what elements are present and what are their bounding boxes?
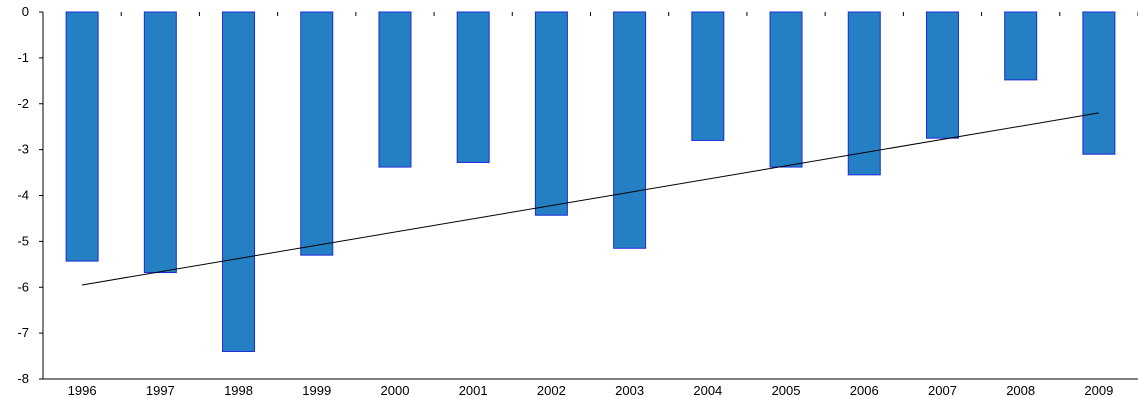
bars <box>65 11 1116 352</box>
x-tick-label: 2000 <box>381 383 410 398</box>
bar-2001 <box>456 11 490 163</box>
x-tick-label: 1997 <box>146 383 175 398</box>
x-tick-label: 2003 <box>615 383 644 398</box>
bar-2005 <box>769 11 803 168</box>
bar-2008 <box>1004 11 1038 81</box>
x-tick-label: 2004 <box>693 383 722 398</box>
bar-2009 <box>1082 11 1116 155</box>
x-tick-label: 2007 <box>928 383 957 398</box>
y-tick-label: -4 <box>17 188 29 203</box>
bar-2002 <box>534 11 568 216</box>
x-tick-label: 2001 <box>459 383 488 398</box>
y-tick-label: -3 <box>17 142 29 157</box>
bar-2003 <box>613 11 647 249</box>
x-tick-label: 2002 <box>537 383 566 398</box>
y-tick-label: -8 <box>17 371 29 386</box>
bar-1998 <box>222 11 256 352</box>
x-tick-label: 2006 <box>850 383 879 398</box>
x-tick-label: 2008 <box>1006 383 1035 398</box>
bar-2006 <box>847 11 881 176</box>
y-axis: 0 -1 -2 -3 -4 -5 -6 -7 -8 <box>17 4 44 386</box>
bar-1996 <box>65 11 99 262</box>
y-tick-label: -7 <box>17 325 29 340</box>
x-tick-label: 2005 <box>772 383 801 398</box>
y-tick-label: -6 <box>17 279 29 294</box>
trendline-path <box>82 112 1099 286</box>
bar-2007 <box>925 11 959 139</box>
y-tick-label: -2 <box>17 96 29 111</box>
x-tick-label: 1996 <box>68 383 97 398</box>
y-tick-label: -1 <box>17 50 29 65</box>
y-tick-label: -5 <box>17 233 29 248</box>
bar-2000 <box>378 11 412 168</box>
y-tick-label: 0 <box>22 4 29 19</box>
bar-1999 <box>300 11 334 256</box>
x-tick-label: 1999 <box>302 383 331 398</box>
bar-1997 <box>143 11 177 274</box>
x-tick-label: 2009 <box>1084 383 1113 398</box>
x-axis: 1996 1997 1998 1999 2000 2001 2002 2003 2004 2005… <box>42 12 1138 398</box>
bar-2004 <box>691 11 725 141</box>
x-tick-label: 1998 <box>224 383 253 398</box>
trendline <box>82 112 1099 286</box>
